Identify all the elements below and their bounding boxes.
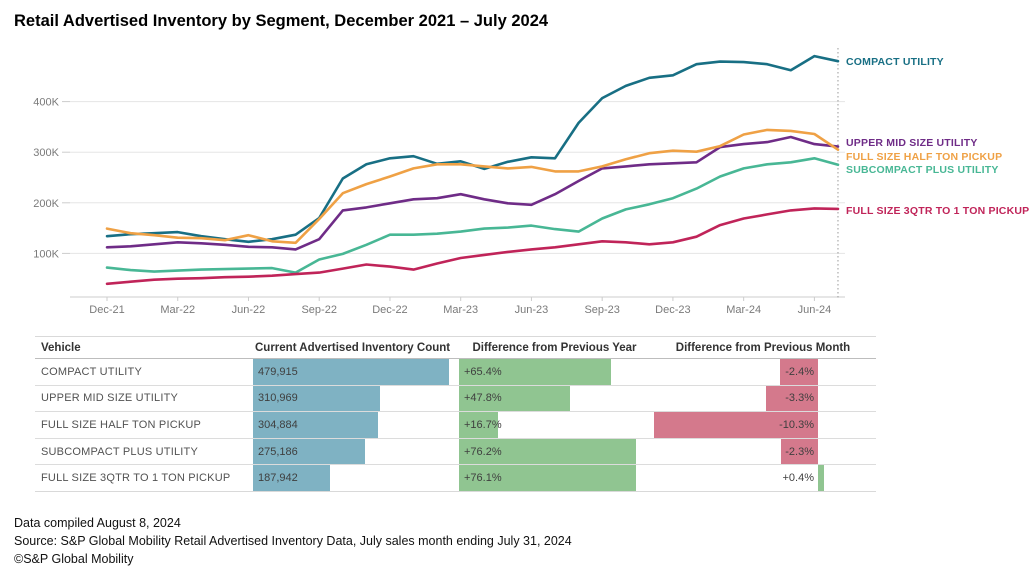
header-diff-prev-month: Difference from Previous Month — [675, 341, 851, 354]
count-bar — [253, 359, 449, 385]
mom-bar — [779, 359, 818, 385]
footer-copyright: ©S&P Global Mobility — [14, 552, 134, 566]
x-axis-label: Jun-24 — [798, 304, 832, 316]
count-cell: 187,942 — [253, 465, 459, 491]
vehicle-cell: SUBCOMPACT PLUS UTILITY — [41, 445, 198, 458]
x-axis-label: Sep-22 — [301, 304, 336, 316]
legend-label-full_size_half_ton_pickup: FULL SIZE HALF TON PICKUP — [846, 151, 1003, 163]
x-axis-label: Mar-23 — [443, 304, 478, 316]
series-line-upper_mid_size_utility — [105, 135, 840, 251]
yoy-value: +65.4% — [464, 365, 502, 378]
count-value: 187,942 — [258, 472, 298, 485]
mom-cell: -2.3% — [650, 438, 876, 465]
count-bar — [253, 438, 366, 465]
x-axis-label: Jun-22 — [232, 304, 266, 316]
x-axis-label: Mar-24 — [726, 304, 761, 316]
table-row: UPPER MID SIZE UTILITY 310,969 +47.8% -3.3% — [35, 385, 876, 413]
yoy-cell: +65.4% — [459, 359, 650, 385]
mom-value: -2.3% — [785, 445, 814, 458]
x-axis-label: Dec-21 — [89, 304, 124, 316]
yoy-cell: +47.8% — [459, 385, 650, 412]
inventory-line-chart: 100K 200K 300K 400K Dec-21 Mar-22 Jun-22 Sep-22… — [0, 38, 1033, 330]
x-axis-label: Mar-22 — [160, 304, 195, 316]
y-axis-label: 300K — [33, 147, 59, 159]
yoy-bar — [459, 465, 636, 491]
count-cell: 310,969 — [253, 385, 459, 412]
yoy-bar — [459, 385, 571, 412]
mom-bar — [654, 412, 818, 438]
mom-cell: +0.4% — [650, 465, 876, 491]
inventory-table: Vehicle Current Advertised Inventory Cou… — [35, 336, 876, 492]
page-title: Retail Advertised Inventory by Segment, … — [14, 12, 549, 30]
mom-value: -3.3% — [785, 392, 814, 405]
table-row: FULL SIZE HALF TON PICKUP 304,884 +16.7% -1… — [35, 412, 876, 439]
table-row: SUBCOMPACT PLUS UTILITY 275,186 +76.2% -2.3… — [35, 438, 876, 466]
table-row: FULL SIZE 3QTR TO 1 TON PICKUP 187,942 +76… — [35, 465, 876, 491]
x-axis-label: Dec-23 — [655, 304, 690, 316]
footer-compiled-date: Data compiled August 8, 2024 — [14, 516, 181, 530]
yoy-bar — [459, 359, 611, 385]
legend-label-subcompact_plus_utility: SUBCOMPACT PLUS UTILITY — [846, 164, 999, 176]
count-value: 310,969 — [258, 392, 298, 405]
y-axis-label: 100K — [33, 248, 59, 260]
series-line-full_size_half_ton_pickup — [105, 128, 840, 245]
series-line-compact_utility — [105, 54, 840, 244]
count-cell: 479,915 — [253, 359, 459, 385]
mom-value: +0.4% — [782, 472, 815, 485]
vehicle-cell: FULL SIZE HALF TON PICKUP — [41, 418, 202, 431]
yoy-value: +16.7% — [464, 418, 502, 431]
header-current-count: Current Advertised Inventory Count — [255, 341, 451, 354]
mom-value: -2.4% — [785, 365, 814, 378]
yoy-cell: +16.7% — [459, 412, 650, 438]
legend-label-upper_mid_size_utility: UPPER MID SIZE UTILITY — [846, 137, 978, 149]
chart-canvas: 100K 200K 300K 400K Dec-21 Mar-22 Jun-22 Sep-22… — [33, 48, 845, 316]
count-bar — [253, 385, 380, 412]
legend-label-full_size_3qtr_ton_pickup: FULL SIZE 3QTR TO 1 TON PICKUP — [846, 205, 1030, 217]
mom-cell: -2.4% — [650, 359, 876, 385]
footer-source: Source: S&P Global Mobility Retail Adver… — [14, 534, 572, 548]
mom-bar — [765, 385, 818, 412]
count-bar — [253, 465, 330, 491]
y-axis-label: 400K — [33, 97, 59, 109]
mom-bar — [818, 465, 825, 491]
mom-cell: -3.3% — [650, 385, 876, 412]
count-value: 304,884 — [258, 418, 298, 431]
count-cell: 275,186 — [253, 438, 459, 465]
count-cell: 304,884 — [253, 412, 459, 438]
header-vehicle: Vehicle — [41, 341, 81, 354]
series-line-subcompact_plus_utility — [105, 157, 840, 274]
mom-cell: -10.3% — [650, 412, 876, 438]
vehicle-cell: COMPACT UTILITY — [41, 365, 142, 378]
series-line-full_size_3qtr_ton_pickup — [105, 207, 840, 286]
yoy-value: +47.8% — [464, 392, 502, 405]
x-axis-label: Jun-23 — [515, 304, 549, 316]
header-diff-prev-year: Difference from Previous Year — [472, 341, 637, 354]
count-bar — [253, 412, 378, 438]
table-row: COMPACT UTILITY 479,915 +65.4% -2.4% — [35, 359, 876, 386]
yoy-value: +76.2% — [464, 445, 502, 458]
mom-bar — [781, 438, 818, 465]
count-value: 479,915 — [258, 365, 298, 378]
table-header-row: Vehicle Current Advertised Inventory Cou… — [35, 337, 876, 359]
vehicle-cell: UPPER MID SIZE UTILITY — [41, 392, 179, 405]
vehicle-cell: FULL SIZE 3QTR TO 1 TON PICKUP — [41, 472, 231, 485]
mom-value: -10.3% — [779, 418, 814, 431]
table-body: COMPACT UTILITY 479,915 +65.4% -2.4% UPPER M… — [35, 359, 876, 491]
x-axis-label: Dec-22 — [372, 304, 407, 316]
footer-notes: Data compiled August 8, 2024 Source: S&P… — [14, 514, 572, 568]
yoy-cell: +76.2% — [459, 438, 650, 465]
y-axis-label: 200K — [33, 198, 59, 210]
yoy-cell: +76.1% — [459, 465, 650, 491]
count-value: 275,186 — [258, 445, 298, 458]
yoy-value: +76.1% — [464, 472, 502, 485]
legend-label-compact_utility: COMPACT UTILITY — [846, 56, 944, 68]
x-axis-label: Sep-23 — [584, 304, 619, 316]
yoy-bar — [459, 438, 636, 465]
yoy-bar — [459, 412, 498, 438]
